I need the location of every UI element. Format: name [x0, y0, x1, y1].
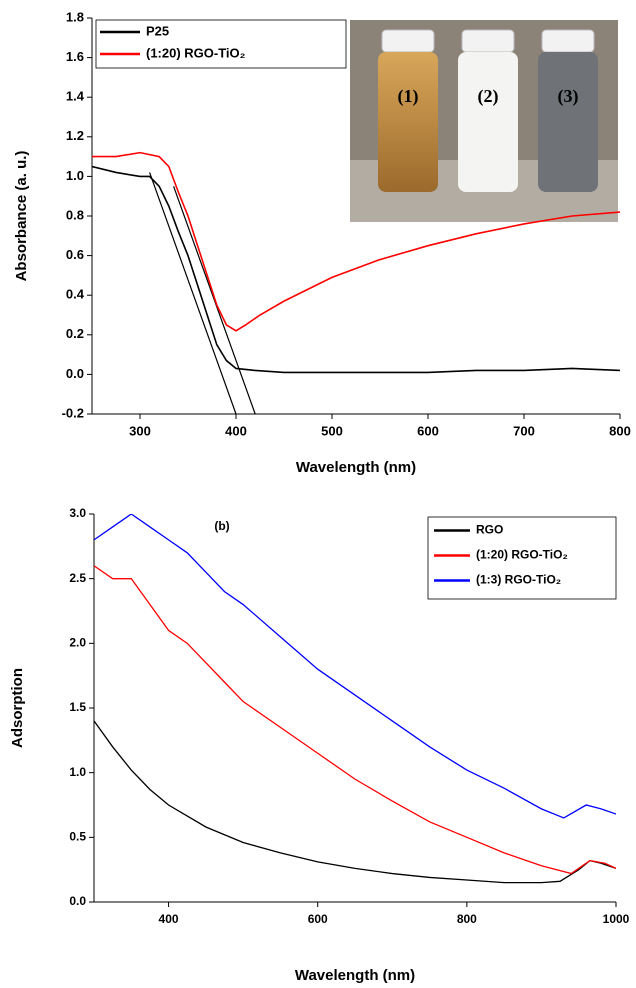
- y-axis-label: Absorbance (a. u.): [13, 151, 30, 282]
- bottle: [458, 52, 518, 192]
- x-axis-label: Wavelength (nm): [295, 967, 415, 984]
- y-tick-label: 0.0: [69, 894, 86, 908]
- x-tick-label: 500: [321, 423, 343, 438]
- series-line: [94, 514, 616, 819]
- panel-b: 0.0 0.5 1.0 1.5 2.0 2.5 3.0 400 600 800 1000 Wavele…: [9, 506, 630, 984]
- y-tick-label: 1.2: [66, 128, 84, 143]
- y-tick-label: 0.8: [66, 207, 84, 222]
- y-tick-label: 1.0: [69, 765, 86, 779]
- legend-label: (1:20) RGO-TiO₂: [146, 45, 246, 60]
- y-tick-label: 0.2: [66, 326, 84, 341]
- y-tick-label: 2.0: [69, 636, 86, 650]
- panel-a: (1) (2) (3) -0.2 0.0 0.2 0.4 0.6 0.8 1.0 1.2 1.4…: [13, 9, 631, 476]
- x-tick-label: 800: [609, 423, 631, 438]
- y-tick-label: 1.0: [66, 168, 84, 183]
- legend-label: P25: [146, 23, 169, 38]
- legend-label: (1:20) RGO-TiO₂: [476, 548, 568, 562]
- y-tick-label: 1.8: [66, 9, 84, 24]
- x-axis-label: Wavelength (nm): [296, 459, 416, 476]
- series-line: [94, 565, 616, 875]
- y-tick-label: 1.6: [66, 49, 84, 64]
- x-tick-label: 300: [129, 423, 151, 438]
- series-line: [92, 151, 620, 332]
- y-tick-label: 3.0: [69, 506, 86, 520]
- x-tick-label: 600: [417, 423, 439, 438]
- series-line: [94, 720, 616, 884]
- y-tick-label: 1.4: [66, 89, 85, 104]
- bottle: [538, 52, 598, 192]
- series-line: [92, 165, 620, 374]
- y-tick-label: 0.5: [69, 830, 86, 844]
- x-tick-label: 400: [159, 912, 179, 926]
- x-tick-label: 600: [308, 912, 328, 926]
- x-tick-label: 700: [513, 423, 535, 438]
- y-tick-label: 2.5: [69, 571, 86, 585]
- legend-label: RGO: [476, 523, 503, 537]
- bottle-cap: [461, 29, 515, 53]
- y-tick-label: 0.6: [66, 247, 84, 262]
- legend-label: (1:3) RGO-TiO₂: [476, 573, 561, 587]
- y-tick-label: 0.0: [66, 366, 84, 381]
- x-tick-label: 1000: [603, 912, 630, 926]
- y-tick-label: 0.4: [66, 287, 85, 302]
- tangent-line: [149, 172, 237, 415]
- inset-label: (1): [398, 86, 419, 107]
- x-tick-label: 800: [457, 912, 477, 926]
- bottle: [378, 52, 438, 192]
- bottle-cap: [381, 29, 435, 53]
- y-tick-label: 1.5: [69, 700, 86, 714]
- legend-box: [95, 19, 347, 69]
- annotation: (b): [214, 519, 229, 533]
- y-tick-label: -0.2: [62, 405, 84, 420]
- y-axis-label: Adsorption: [9, 668, 26, 748]
- inset-label: (3): [558, 86, 579, 107]
- bottle-cap: [541, 29, 595, 53]
- inset-label: (2): [478, 86, 499, 107]
- x-tick-label: 400: [225, 423, 247, 438]
